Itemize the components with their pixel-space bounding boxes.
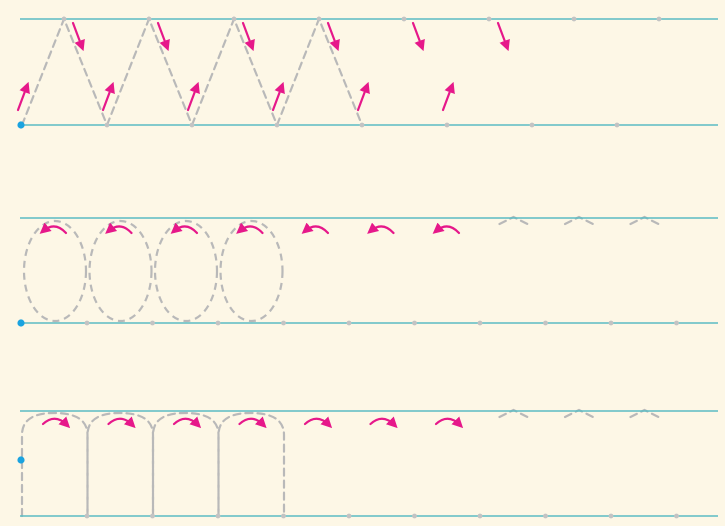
start-dot — [17, 121, 25, 129]
arch-tracing-guide — [20, 411, 89, 518]
guide-point — [281, 513, 286, 519]
curved-arrow-icon — [236, 222, 264, 235]
curved-arrow-icon — [303, 416, 333, 429]
curved-arrow-icon — [105, 222, 133, 235]
guide-point — [571, 16, 577, 22]
curved-arrow-icon — [434, 416, 464, 429]
up-arrow-icon — [101, 81, 115, 112]
curved-arrow-icon — [39, 222, 68, 235]
ruled-lines — [20, 18, 718, 517]
guide-point — [477, 320, 483, 326]
loop-tracing-guide — [88, 219, 153, 323]
guide-point — [146, 16, 152, 22]
guide-point — [231, 16, 237, 22]
guide-point — [486, 16, 492, 22]
up-arrow-icon — [356, 81, 370, 112]
arch-tracing-guide — [217, 411, 286, 518]
guide-point — [189, 122, 195, 128]
guide-point — [346, 320, 352, 326]
guide-point — [608, 513, 614, 519]
arch-tracing-guide — [151, 411, 220, 518]
faint-guide-caret — [563, 215, 595, 226]
guide-point — [215, 513, 221, 519]
guide-point — [614, 122, 620, 128]
curved-arrow-icon — [301, 222, 330, 235]
guide-point — [104, 122, 110, 128]
guide-point — [84, 513, 90, 519]
curved-arrow-icon — [369, 416, 398, 429]
curved-arrow-icon — [172, 416, 202, 429]
up-arrow-icon — [186, 81, 200, 112]
guide-point — [401, 16, 407, 22]
guide-point — [412, 320, 417, 326]
arch-tracing-guide — [86, 411, 155, 518]
loop-tracing-guide — [22, 219, 88, 323]
down-arrow-icon — [326, 21, 340, 52]
stroke-arrows — [16, 21, 510, 429]
guide-point — [412, 513, 417, 519]
down-arrow-icon — [411, 21, 425, 52]
guide-point — [608, 320, 614, 326]
start-dot — [17, 319, 25, 327]
faint-guide-caret — [629, 215, 660, 226]
curved-arrow-icon — [432, 222, 461, 235]
guide-point — [150, 320, 155, 326]
faint-guide-caret — [563, 408, 595, 419]
up-arrow-icon — [441, 81, 455, 112]
curved-arrow-icon — [238, 416, 267, 429]
curved-arrow-icon — [367, 222, 395, 235]
up-arrow-icon — [16, 81, 30, 112]
loop-tracing-guide — [219, 219, 284, 323]
guide-point — [215, 320, 221, 326]
guide-point — [281, 320, 286, 326]
guide-points — [61, 16, 679, 519]
faint-guide-caret — [498, 215, 529, 226]
guide-point — [477, 513, 483, 519]
up-arrow-icon — [271, 81, 285, 112]
guide-point — [316, 16, 322, 22]
start-dots — [17, 121, 25, 464]
guide-point — [543, 513, 548, 519]
curved-arrow-icon — [107, 416, 136, 429]
guide-point — [444, 122, 450, 128]
faint-guide-caret — [629, 408, 660, 419]
loop-tracing-guide — [153, 219, 219, 323]
down-arrow-icon — [156, 21, 170, 52]
guide-point — [543, 320, 548, 326]
tracing-guides — [20, 16, 660, 518]
curved-arrow-icon — [170, 222, 199, 235]
guide-point — [674, 513, 679, 519]
guide-point — [674, 320, 679, 326]
guide-point — [656, 16, 662, 22]
guide-point — [529, 122, 535, 128]
down-arrow-icon — [71, 21, 85, 52]
faint-guide-caret — [498, 408, 529, 419]
guide-point — [274, 122, 280, 128]
curved-arrow-icon — [41, 416, 71, 429]
guide-point — [150, 513, 155, 519]
guide-point — [346, 513, 352, 519]
start-dot — [17, 456, 25, 464]
guide-point — [61, 16, 67, 22]
guide-point — [359, 122, 365, 128]
down-arrow-icon — [496, 21, 510, 52]
guide-point — [84, 320, 90, 326]
down-arrow-icon — [241, 21, 255, 52]
